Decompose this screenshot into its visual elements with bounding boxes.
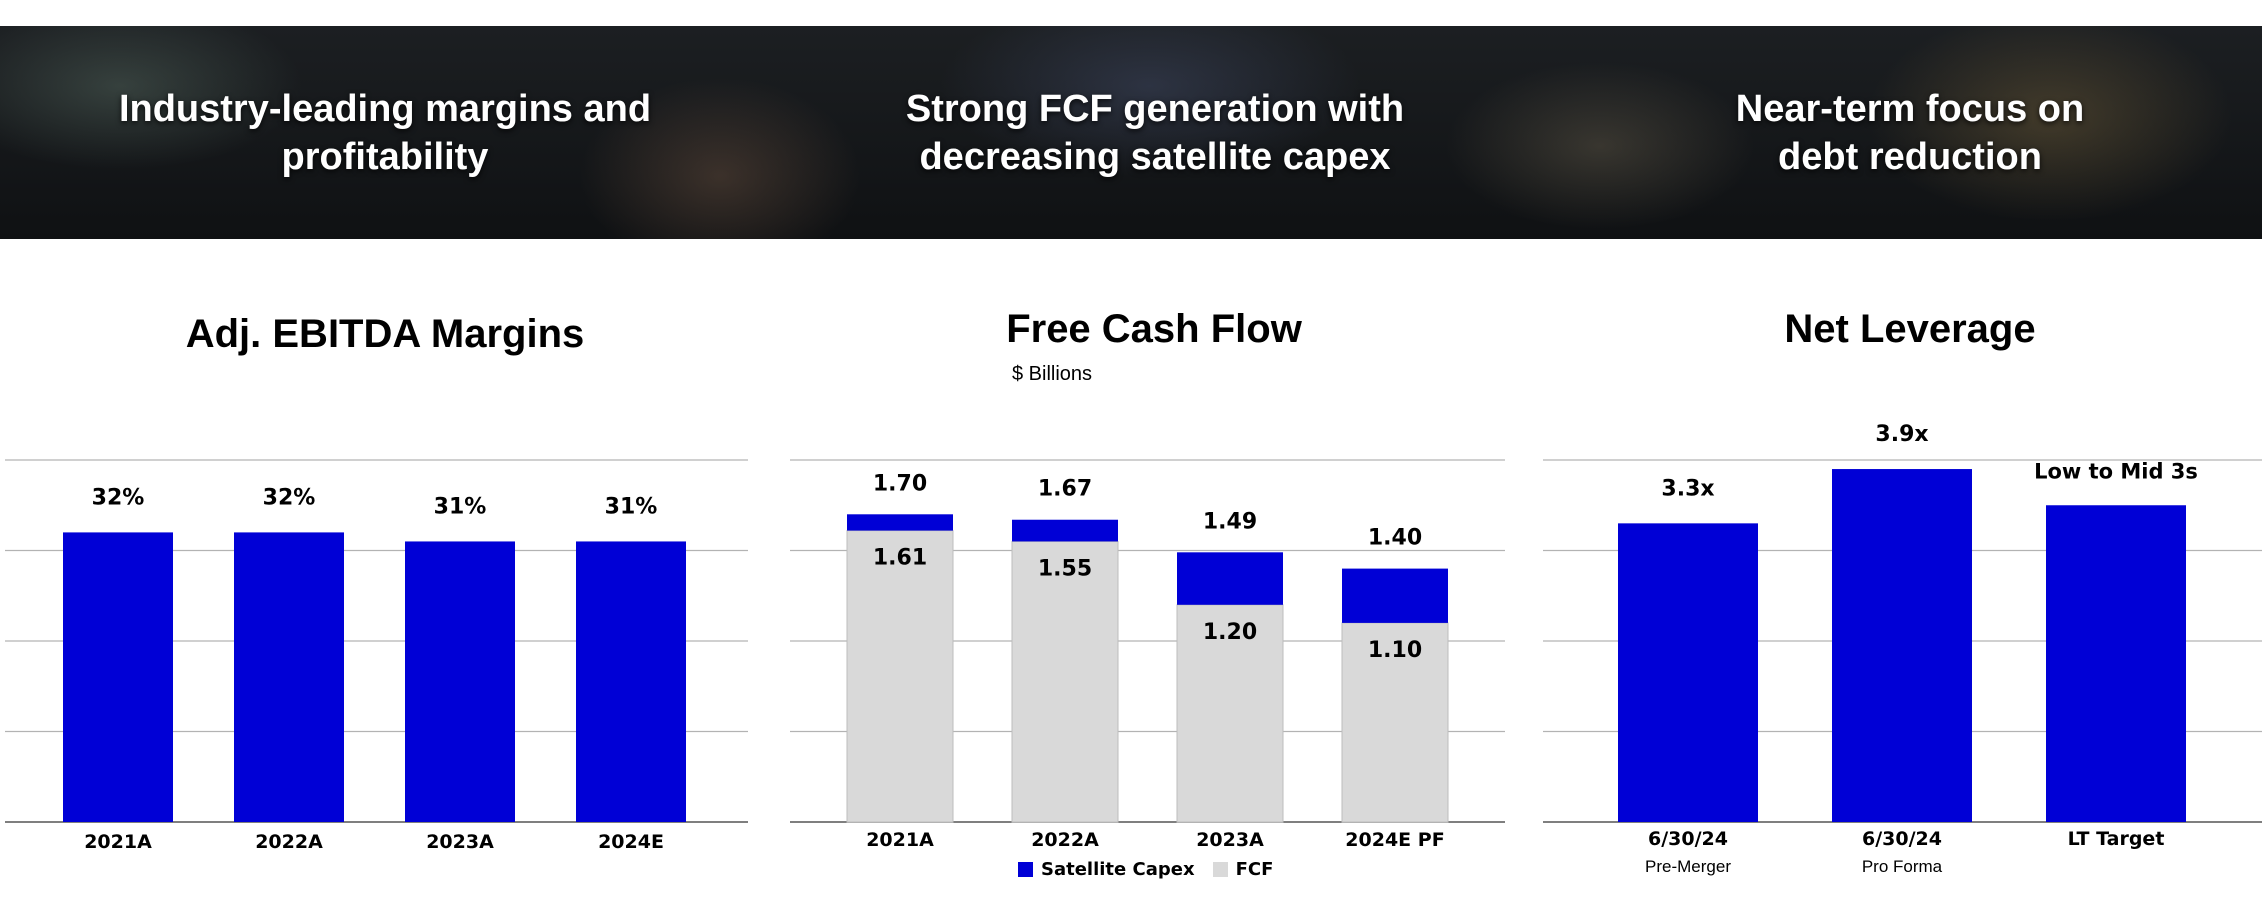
legend-fcf-label: FCF: [1235, 859, 1274, 880]
ebitda-value-label: 31%: [605, 494, 658, 519]
fcf-bar-capex-2022A: [1012, 519, 1118, 542]
leverage-bar-1: [1832, 469, 1972, 822]
fcf-chart-subtitle: $ Billions: [1012, 363, 1093, 385]
leverage-x-tick: 6/30/24: [1862, 828, 1942, 850]
fcf-total-value-label: 1.67: [1038, 477, 1092, 502]
fcf-x-tick: 2024E PF: [1345, 829, 1444, 851]
leverage-chart: 3.3x 6/30/24 Pre-Merger 3.9x 6/30/24 Pro Form…: [1543, 422, 2262, 876]
leverage-x-tick: 6/30/24: [1648, 828, 1728, 850]
ebitda-chart-title: Adj. EBITDA Margins: [185, 312, 585, 356]
fcf-bar-capex-2023A: [1177, 552, 1283, 605]
leverage-x-sublabel: Pre-Merger: [1645, 857, 1731, 876]
ebitda-value-label: 32%: [263, 485, 316, 510]
fcf-total-value-label: 1.49: [1203, 509, 1257, 534]
fcf-bar-fcf-2021A: [846, 530, 954, 823]
fcf-bar-fcf-2024E PF: [1341, 622, 1449, 823]
ebitda-bar-2022A: [234, 532, 344, 822]
fcf-x-tick: 2022A: [1031, 829, 1099, 851]
ebitda-x-tick: 2021A: [84, 831, 152, 853]
fcf-bar-capex-2021A: [847, 514, 953, 531]
fcf-chart: 1.61 1.70 2021A 1.55 1.67 2022A 1.20 1.49 2023A 1…: [790, 459, 1505, 851]
leverage-bar-0: [1618, 523, 1758, 822]
leverage-value-label: Low to Mid 3s: [2034, 459, 2198, 483]
leverage-x-sublabel: Pro Forma: [1862, 857, 1943, 876]
fcf-bar-fcf-2023A: [1176, 604, 1284, 823]
fcf-fcf-value-label: 1.20: [1203, 620, 1257, 645]
legend-satellite-capex-swatch: [1018, 862, 1033, 877]
ebitda-x-tick: 2024E: [598, 831, 664, 853]
ebitda-value-label: 31%: [434, 494, 487, 519]
fcf-total-value-label: 1.40: [1368, 526, 1422, 551]
fcf-chart-title: Free Cash Flow: [1006, 307, 1302, 351]
leverage-bar-2: [2046, 505, 2186, 822]
ebitda-chart: 32% 2021A 32% 2022A 31% 2023A 31% 2024E: [5, 459, 748, 853]
ebitda-bar-2021A: [63, 532, 173, 822]
fcf-bar-fcf-2022A: [1011, 540, 1119, 823]
fcf-legend: Satellite Capex FCF: [1018, 859, 1273, 880]
ebitda-bar-2024E: [576, 541, 686, 822]
fcf-bar-capex-2024E PF: [1342, 568, 1448, 623]
leverage-value-label: 3.3x: [1661, 476, 1714, 501]
header-banner: Industry-leading margins and profitabili…: [0, 26, 2262, 239]
fcf-fcf-value-label: 1.61: [873, 546, 927, 571]
fcf-fcf-value-label: 1.10: [1368, 638, 1422, 663]
banner-debt-text: Near-term focus on debt reduction: [1735, 87, 2085, 178]
fcf-x-tick: 2021A: [866, 829, 934, 851]
legend-fcf-swatch: [1212, 862, 1228, 877]
leverage-chart-title: Net Leverage: [1784, 307, 2036, 351]
banner-fcf-text: Strong FCF generation with decreasing sa…: [905, 87, 1405, 178]
fcf-total-value-label: 1.70: [873, 471, 927, 496]
ebitda-bar-2023A: [405, 541, 515, 822]
ebitda-value-label: 32%: [92, 485, 145, 510]
banner-margins-text: Industry-leading margins and profitabili…: [118, 87, 652, 178]
leverage-x-tick: LT Target: [2068, 828, 2165, 850]
fcf-fcf-value-label: 1.55: [1038, 556, 1092, 581]
ebitda-x-tick: 2023A: [426, 831, 494, 853]
ebitda-x-tick: 2022A: [255, 831, 323, 853]
fcf-x-tick: 2023A: [1196, 829, 1264, 851]
legend-satellite-capex-label: Satellite Capex: [1041, 859, 1195, 880]
leverage-value-label: 3.9x: [1875, 422, 1928, 447]
